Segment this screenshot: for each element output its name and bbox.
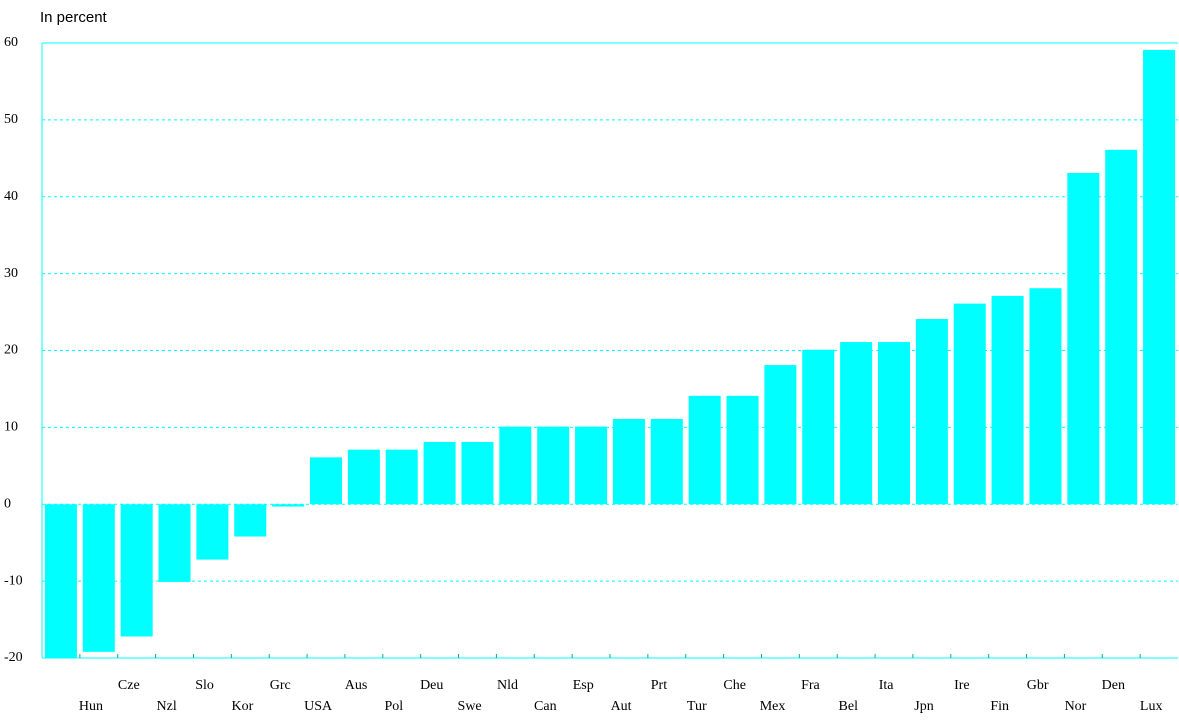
bar xyxy=(764,365,797,505)
bar xyxy=(120,504,153,637)
x-tick-label: Hun xyxy=(79,699,103,714)
bar xyxy=(802,349,835,505)
y-tick-label: -20 xyxy=(4,650,23,665)
x-tick-label: Gbr xyxy=(1027,678,1049,693)
x-tick-label: Slo xyxy=(195,678,214,693)
x-tick-label: Fra xyxy=(801,678,820,693)
x-tick-label: Lux xyxy=(1140,699,1163,714)
y-tick-label: 0 xyxy=(4,496,11,511)
bar xyxy=(82,504,115,652)
y-tick-label: 10 xyxy=(4,420,18,435)
x-tick-label: Kor xyxy=(232,699,254,714)
bar xyxy=(1067,172,1100,505)
x-tick-label: Nzl xyxy=(157,699,177,714)
x-tick-label: Ire xyxy=(954,678,970,693)
bar xyxy=(423,441,456,505)
bar xyxy=(726,395,759,505)
x-tick-label: Esp xyxy=(573,678,594,693)
x-tick-label: Grc xyxy=(270,678,291,693)
x-tick-label: Che xyxy=(723,678,746,693)
bar xyxy=(537,426,570,505)
x-tick-label: Aus xyxy=(345,678,368,693)
x-tick-label: Prt xyxy=(651,678,667,693)
x-tick-label: Ita xyxy=(879,678,895,693)
bar xyxy=(1105,149,1138,505)
x-tick-label: USA xyxy=(304,699,333,714)
bar xyxy=(688,395,721,505)
bar xyxy=(234,504,267,537)
bar xyxy=(840,342,873,505)
bar xyxy=(310,457,342,505)
x-tick-label: Can xyxy=(534,699,557,714)
x-tick-label: Nld xyxy=(497,678,518,693)
y-tick-label: -10 xyxy=(4,573,23,588)
bar xyxy=(272,504,305,507)
bar xyxy=(1029,288,1062,505)
x-tick-label: Nor xyxy=(1065,699,1087,714)
x-tick-label: Jpn xyxy=(914,699,933,714)
bar xyxy=(158,504,191,582)
bar xyxy=(461,441,494,505)
bar xyxy=(650,418,683,505)
y-tick-label: 20 xyxy=(4,343,18,358)
x-tick-label: Den xyxy=(1102,678,1125,693)
bar xyxy=(44,504,77,658)
bar xyxy=(991,295,1024,505)
x-tick-label: Mex xyxy=(760,699,786,714)
x-tick-label: Cze xyxy=(118,678,140,693)
bar xyxy=(575,426,608,505)
x-tick-label: Pol xyxy=(385,699,404,714)
x-tick-label: Aut xyxy=(611,699,632,714)
bar xyxy=(385,449,418,505)
y-tick-label: 60 xyxy=(4,35,18,50)
x-tick-label: Tur xyxy=(687,699,707,714)
bar xyxy=(1143,49,1176,505)
bar xyxy=(878,342,910,505)
x-tick-label: Bel xyxy=(839,699,859,714)
bar xyxy=(196,504,229,560)
x-tick-label: Fin xyxy=(990,699,1009,714)
bar xyxy=(915,318,948,505)
bar xyxy=(953,303,986,505)
y-axis-label: In percent xyxy=(40,9,108,26)
bar xyxy=(499,426,532,505)
bar xyxy=(347,449,380,505)
y-tick-label: 30 xyxy=(4,266,18,281)
y-tick-label: 40 xyxy=(4,189,18,204)
y-tick-label: 50 xyxy=(4,112,18,127)
bar xyxy=(612,418,645,505)
x-tick-label: Swe xyxy=(458,699,482,714)
x-tick-label: Deu xyxy=(420,678,443,693)
